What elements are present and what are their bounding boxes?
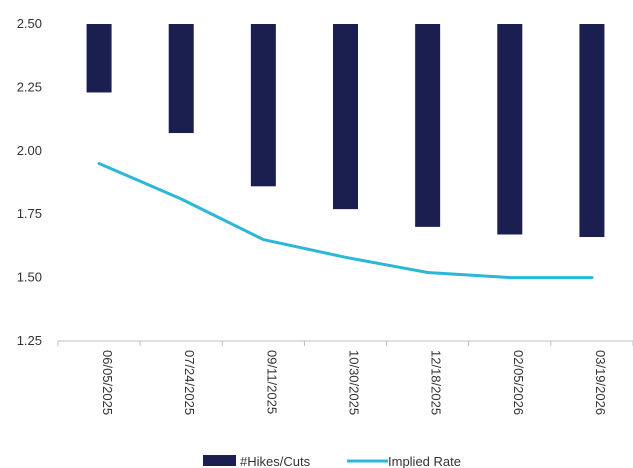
bar <box>168 24 194 134</box>
y-tick-label: 2.00 <box>17 143 42 158</box>
bar <box>86 24 112 93</box>
x-axis: 06/05/2025 07/24/2025 09/11/2025 10/30/2025… <box>57 340 633 415</box>
legend: #Hikes/Cuts Implied Rate <box>203 454 461 468</box>
y-tick-label: 1.75 <box>17 206 42 221</box>
bar <box>415 24 441 227</box>
legend-bar-label: #Hikes/Cuts <box>240 454 311 468</box>
legend-line-label: Implied Rate <box>388 454 461 468</box>
bar <box>250 24 276 187</box>
x-tick-label: 06/05/2025 <box>100 350 115 415</box>
x-tick-label: 02/05/2026 <box>511 350 526 415</box>
y-tick-label: 2.25 <box>17 79 42 94</box>
x-tick-label: 07/24/2025 <box>182 350 197 415</box>
bar <box>497 24 523 235</box>
x-tick-label: 10/30/2025 <box>347 350 362 415</box>
legend-bar-swatch <box>203 455 236 466</box>
y-tick-label: 2.50 <box>17 16 42 31</box>
line-path <box>97 161 594 280</box>
x-tick-label: 09/11/2025 <box>264 350 279 414</box>
bar <box>333 24 358 210</box>
line-series <box>97 161 594 280</box>
x-tick-label: 03/19/2026 <box>593 350 608 415</box>
y-axis: 1.25 1.50 1.75 2.00 2.25 2.50 <box>17 16 42 348</box>
y-tick-label: 1.50 <box>17 270 42 285</box>
y-tick-label: 1.25 <box>17 333 42 348</box>
bars-series <box>86 24 605 238</box>
x-tick-label: 12/18/2025 <box>429 350 444 415</box>
bar <box>579 24 605 238</box>
